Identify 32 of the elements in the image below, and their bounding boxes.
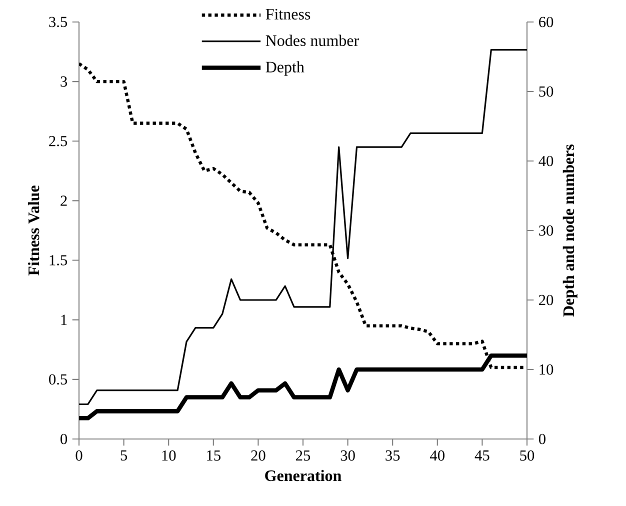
x-tick-label: 30 — [340, 450, 355, 461]
y-axis-title: Fitness Value — [28, 186, 40, 276]
y2-tick-label: 0 — [538, 434, 546, 444]
x-tick-label: 20 — [251, 450, 266, 461]
y2-tick-label: 20 — [539, 294, 554, 306]
x-tick-label: 40 — [430, 450, 444, 461]
y2-axis-title: Depth and node numbers — [562, 144, 578, 317]
y-tick-label: 1.5 — [50, 255, 68, 266]
y2-tick-label: 30 — [539, 225, 554, 236]
y2-tick-label: 40 — [538, 156, 554, 166]
y-tick-label: 1 — [61, 314, 67, 325]
x-tick-label: 25 — [296, 450, 310, 461]
y-tick-label: 2.5 — [49, 136, 68, 146]
x-tick-label: 35 — [386, 450, 400, 461]
y-tick-label: 2 — [60, 196, 67, 206]
x-tick-label: 10 — [162, 450, 176, 461]
y-tick-label: 3 — [60, 76, 68, 87]
x-tick-label: 5 — [120, 450, 128, 461]
legend-label: Depth — [266, 61, 304, 76]
x-axis-title: Generation — [265, 470, 342, 482]
legend-label: Fitness — [266, 8, 310, 20]
y-tick-label: 0.5 — [49, 374, 68, 385]
x-tick-label: 0 — [76, 450, 82, 461]
y-tick-label: 3.5 — [49, 16, 68, 28]
y2-tick-label: 10 — [540, 364, 554, 375]
y2-tick-label: 60 — [539, 16, 554, 28]
x-tick-label: 15 — [207, 450, 220, 461]
legend-label: Nodes number — [266, 34, 359, 46]
x-tick-label: 45 — [474, 450, 490, 461]
x-tick-label: 50 — [520, 450, 534, 461]
y-tick-label: 0 — [60, 434, 68, 444]
y2-tick-label: 50 — [539, 86, 554, 97]
